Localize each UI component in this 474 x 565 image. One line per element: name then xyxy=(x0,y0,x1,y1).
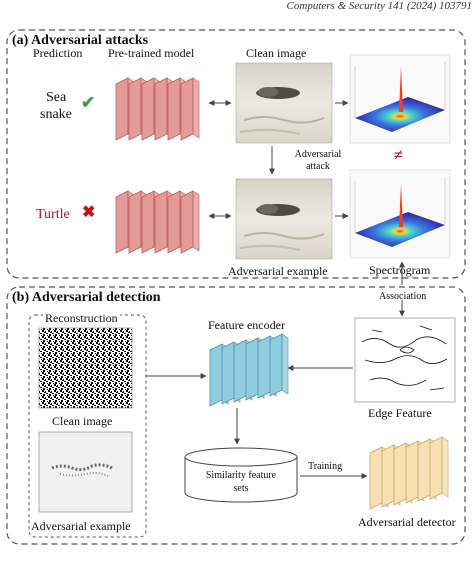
layer-slab xyxy=(405,440,419,504)
layer-slab xyxy=(381,444,395,508)
spectrogram-top xyxy=(349,54,451,144)
adversarial-example-photo xyxy=(235,178,333,260)
layer-slab xyxy=(269,333,283,397)
layer-slab xyxy=(245,337,259,401)
reconstruction-clean-image xyxy=(38,327,133,409)
prediction-clean-line2: snake xyxy=(40,107,72,122)
layer-slab xyxy=(221,341,235,405)
prediction-adversarial: Turtle xyxy=(36,207,70,222)
reconstruction-adversarial-label: Adversarial example xyxy=(31,519,131,533)
panel-a-frame xyxy=(6,29,466,279)
layer-slab xyxy=(233,339,247,403)
spectrogram-bottom xyxy=(349,169,451,259)
adversarial-detector-label: Adversarial detector xyxy=(358,515,456,529)
adversarial-attack-label-line1: Adversarial xyxy=(294,149,342,160)
similarity-label-line2: sets xyxy=(233,483,249,494)
layer-slab xyxy=(257,335,271,399)
layer-slab xyxy=(180,190,194,254)
layer-slab xyxy=(154,77,168,141)
layer-slab xyxy=(393,442,407,506)
layer-slab xyxy=(141,77,155,141)
layer-slab xyxy=(429,436,443,500)
cross-icon: ✖ xyxy=(82,204,96,221)
pretrained-model-bottom xyxy=(115,190,200,254)
layer-slab xyxy=(141,190,155,254)
layer-slab xyxy=(167,190,181,254)
feature-encoder-block xyxy=(209,333,289,407)
prediction-clean-line1: Sea xyxy=(46,90,67,105)
edge-feature-label: Edge Feature xyxy=(368,406,432,420)
layer-slab-side xyxy=(281,333,289,395)
layer-slab xyxy=(128,190,142,254)
layer-slab xyxy=(154,190,168,254)
adversarial-detector-block xyxy=(369,436,449,510)
adversarial-example-label: Adversarial example xyxy=(228,264,328,278)
prediction-label: Prediction xyxy=(33,46,83,60)
adversarial-attack-label-line2: attack xyxy=(306,161,330,172)
not-equal-icon: ≠ xyxy=(394,147,403,164)
spectrogram-label: Spectrogram xyxy=(369,263,431,277)
layer-slab xyxy=(115,77,129,141)
layer-slab xyxy=(209,343,223,407)
reconstruction-frame xyxy=(28,314,147,538)
reconstruction-clean-label: Clean image xyxy=(52,414,113,428)
training-label: Training xyxy=(308,461,343,472)
panel-b-frame xyxy=(6,286,466,545)
layer-slab xyxy=(128,77,142,141)
layer-slab xyxy=(180,77,194,141)
reconstruction-adversarial-image xyxy=(38,431,133,513)
arrows xyxy=(146,100,405,479)
panel-a-title: (a) Adversarial attacks xyxy=(12,33,149,48)
check-icon: ✔ xyxy=(81,93,96,112)
layer-slab xyxy=(115,190,129,254)
citation-header: Computers & Security 141 (2024) 103791 xyxy=(286,0,472,12)
similarity-label-line1: Similarity feature xyxy=(205,470,277,481)
pretrained-model-label: Pre-trained model xyxy=(108,46,195,60)
feature-encoder-label: Feature encoder xyxy=(208,318,285,332)
edge-feature-image xyxy=(354,317,456,403)
layer-slab xyxy=(417,438,431,502)
layer-slab xyxy=(369,446,383,510)
layer-slab-side xyxy=(441,436,449,498)
reconstruction-label: Reconstruction xyxy=(43,311,120,325)
panel-b-title: (b) Adversarial detection xyxy=(12,290,161,305)
association-label: Association xyxy=(379,291,427,302)
clean-image-label: Clean image xyxy=(246,46,307,60)
pretrained-model-top xyxy=(115,77,200,141)
clean-image-photo xyxy=(235,62,333,144)
layer-slab-side xyxy=(192,77,200,139)
layer-slab xyxy=(167,77,181,141)
similarity-cylinder xyxy=(184,447,298,503)
layer-slab-side xyxy=(192,190,200,252)
